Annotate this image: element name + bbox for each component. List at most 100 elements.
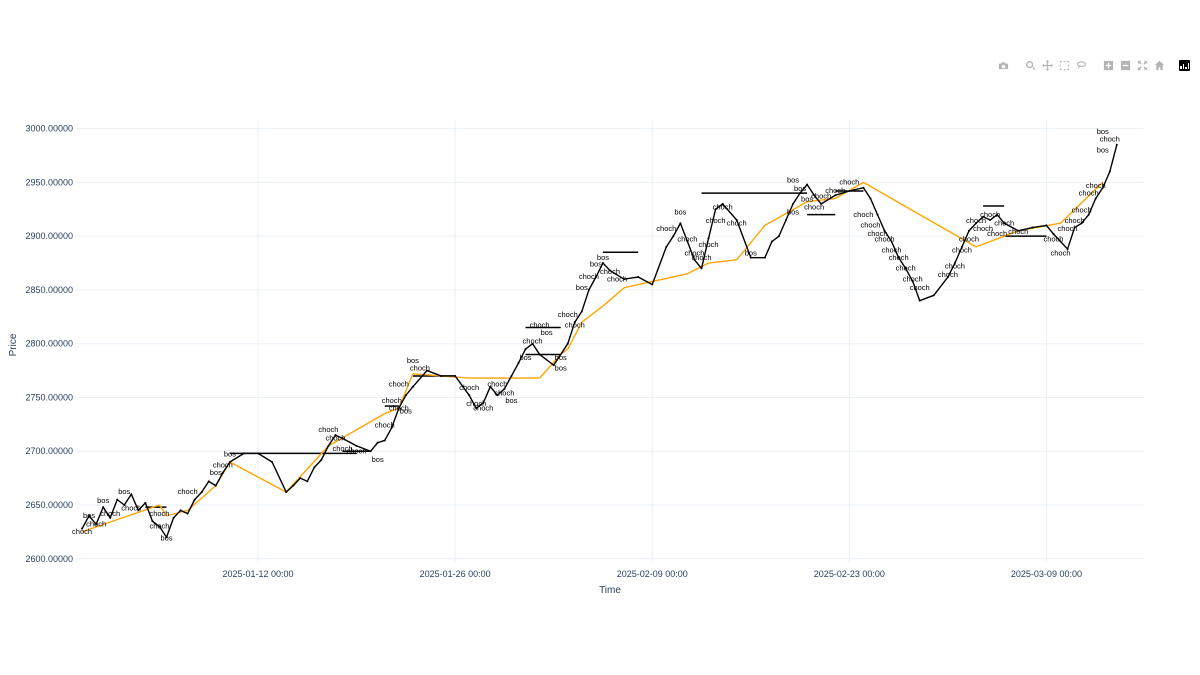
choch-label: choch bbox=[1051, 249, 1071, 258]
price-segment bbox=[813, 194, 822, 205]
bos-label: bos bbox=[674, 208, 686, 217]
choch-label: choch bbox=[149, 509, 169, 518]
price-segment bbox=[299, 477, 308, 482]
box-select-icon[interactable] bbox=[1057, 58, 1071, 72]
pan-icon[interactable] bbox=[1040, 58, 1054, 72]
structure-segment bbox=[687, 262, 709, 275]
choch-label: choch bbox=[466, 399, 486, 408]
autoscale-icon[interactable] bbox=[1135, 58, 1149, 72]
price-segment bbox=[391, 407, 400, 428]
choch-label: choch bbox=[1100, 135, 1120, 144]
x-tick-label: 2025-01-12 00:00 bbox=[222, 569, 293, 579]
choch-label: choch bbox=[938, 270, 958, 279]
x-tick-label: 2025-02-23 00:00 bbox=[814, 569, 885, 579]
choch-label: choch bbox=[1065, 216, 1085, 225]
choch-label: choch bbox=[347, 446, 367, 455]
bos-label: bos bbox=[555, 364, 567, 373]
price-segment bbox=[1032, 224, 1047, 229]
choch-label: choch bbox=[882, 245, 902, 254]
choch-label: choch bbox=[713, 202, 733, 211]
price-segment bbox=[356, 445, 371, 452]
bos-label: bos bbox=[590, 259, 602, 268]
price-segment bbox=[292, 477, 301, 487]
price-segment bbox=[222, 461, 231, 474]
choch-label: choch bbox=[952, 245, 972, 254]
home-icon[interactable] bbox=[1152, 58, 1166, 72]
price-segment bbox=[327, 434, 337, 447]
structure-segment bbox=[187, 485, 217, 511]
choch-label: choch bbox=[875, 235, 895, 244]
price-segment bbox=[736, 219, 752, 258]
lasso-icon[interactable] bbox=[1074, 58, 1088, 72]
price-segment bbox=[785, 203, 794, 221]
price-segment bbox=[665, 235, 674, 248]
bos-label: bos bbox=[1097, 127, 1109, 136]
choch-label: choch bbox=[523, 337, 543, 346]
bos-label: bos bbox=[372, 455, 384, 464]
choch-label: choch bbox=[600, 267, 620, 276]
price-point bbox=[1115, 143, 1118, 146]
bos-label: bos bbox=[83, 511, 95, 520]
price-segment bbox=[342, 437, 357, 447]
choch-label: choch bbox=[987, 229, 1007, 238]
bos-label: bos bbox=[787, 175, 799, 184]
price-segment bbox=[377, 439, 385, 444]
x-axis-ticks: 2025-01-12 00:00 2025-01-26 00:00 2025-02-… bbox=[222, 569, 1081, 579]
bos-label: bos bbox=[519, 353, 531, 362]
bos-label: bos bbox=[801, 195, 813, 204]
choch-label: choch bbox=[959, 235, 979, 244]
zoom-icon[interactable] bbox=[1023, 58, 1037, 72]
bos-label: bos bbox=[210, 468, 222, 477]
choch-label: choch bbox=[1008, 227, 1028, 236]
choch-label: choch bbox=[889, 253, 909, 262]
structure-segment bbox=[158, 504, 168, 517]
price-segment bbox=[123, 493, 132, 506]
price-segment bbox=[722, 203, 738, 221]
bos-label: bos bbox=[787, 208, 799, 217]
structure-line-series bbox=[81, 181, 1104, 533]
structure-segment bbox=[708, 259, 737, 264]
choch-label: choch bbox=[1058, 224, 1078, 233]
price-segment bbox=[187, 499, 196, 514]
x-axis-title: Time bbox=[599, 585, 621, 596]
price-segment bbox=[1074, 222, 1083, 229]
price-segment bbox=[482, 386, 491, 404]
structure-segment bbox=[638, 273, 688, 286]
price-segment bbox=[567, 321, 576, 344]
price-segment bbox=[539, 353, 555, 366]
y-tick-label: 2950.00000 bbox=[25, 177, 73, 187]
price-segment bbox=[81, 515, 90, 529]
zoom-in-icon[interactable] bbox=[1101, 58, 1115, 72]
y-tick-label: 2600.00000 bbox=[25, 554, 73, 564]
y-tick-label: 3000.00000 bbox=[25, 124, 73, 134]
choch-label: choch bbox=[1086, 181, 1106, 190]
price-segment bbox=[968, 222, 977, 232]
bos-label: bos bbox=[576, 283, 588, 292]
choch-label: choch bbox=[382, 396, 402, 405]
choch-label: choch bbox=[579, 272, 599, 281]
price-segment bbox=[525, 343, 533, 350]
camera-icon[interactable] bbox=[996, 58, 1010, 72]
price-segment bbox=[426, 369, 442, 377]
choch-label: choch bbox=[896, 264, 916, 273]
x-tick-label: 2025-02-09 00:00 bbox=[617, 569, 688, 579]
price-segment bbox=[1052, 233, 1062, 243]
bos-label: bos bbox=[400, 407, 412, 416]
choch-label: choch bbox=[1079, 188, 1099, 197]
price-segment bbox=[602, 262, 611, 272]
price-segment bbox=[215, 472, 224, 486]
price-segment bbox=[517, 348, 527, 364]
zoom-out-icon[interactable] bbox=[1118, 58, 1132, 72]
price-segment bbox=[947, 262, 956, 278]
bos-label: bos bbox=[597, 253, 609, 262]
price-segment bbox=[835, 190, 850, 196]
price-segment bbox=[778, 219, 787, 237]
plotly-logo-icon[interactable] bbox=[1179, 59, 1190, 71]
price-segment bbox=[137, 502, 146, 511]
choch-label: choch bbox=[684, 249, 704, 258]
price-segment bbox=[637, 276, 653, 286]
structure-segment bbox=[81, 504, 160, 533]
price-segment bbox=[370, 442, 379, 452]
choch-label: choch bbox=[149, 522, 169, 531]
choch-label: choch bbox=[410, 364, 430, 373]
